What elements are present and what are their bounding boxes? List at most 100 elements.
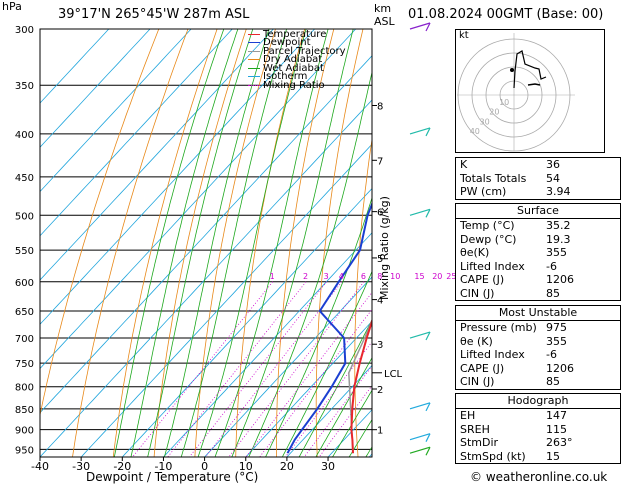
mixing-ratio-label: 15: [414, 272, 424, 281]
wet-adiabat: [113, 29, 225, 457]
legend: Temperature Dewpoint Parcel Trajectory Dry …: [248, 29, 346, 91]
isotherm-line: [204, 276, 372, 457]
pressure-tick-label: 900: [15, 426, 34, 437]
temperature-profile: [350, 318, 372, 454]
isotherm-line: [40, 29, 315, 325]
wet-adiabat: [147, 29, 254, 457]
indices-table: K 36 Totals Totals 54 PW (cm) 3.94: [455, 157, 621, 200]
row-value: 263°: [546, 436, 573, 449]
row-label: K: [460, 158, 468, 171]
dry-adiabat: [392, 29, 421, 457]
row-label: Lifted Index: [460, 348, 525, 361]
pressure-tick-label: 850: [15, 405, 34, 416]
row-label: Temp (°C): [460, 219, 515, 232]
row-value: 54: [546, 171, 560, 185]
mixing-ratio-label: 1: [270, 272, 275, 281]
surface-row: Dewp (°C) 19.3: [456, 233, 620, 247]
isotherm-line: [40, 29, 356, 370]
mixing-ratio-line: [132, 281, 274, 457]
mixing-ratio-label: 3: [324, 272, 329, 281]
km-tick-label: 2: [377, 385, 383, 396]
isotherm-line: [327, 409, 372, 457]
isotherm-line: [40, 29, 192, 193]
row-value: 85: [546, 286, 560, 300]
surface-row: CAPE (J) 1206: [456, 273, 620, 287]
most-unstable-row: CAPE (J) 1206: [456, 362, 620, 376]
wind-barb-icon: [409, 208, 431, 218]
dewpoint-profile: [286, 201, 372, 454]
temperature-tick-label: -40: [31, 460, 49, 473]
most-unstable-row: Pressure (mb) 975: [456, 321, 620, 335]
dry-adiabat: [315, 29, 364, 457]
legend-label: Parcel Trajectory: [263, 45, 346, 57]
km-tick-label: 6: [377, 208, 383, 219]
most-unstable-row: Lifted Index -6: [456, 348, 620, 362]
hodograph-ring-label: 20: [489, 108, 499, 117]
row-value: 355: [546, 246, 567, 259]
isotherm-line: [286, 364, 372, 457]
hodograph-ring-label: 10: [499, 98, 509, 107]
x-axis-label: Dewpoint / Temperature (°C): [86, 470, 259, 484]
mixing-ratio-line: [303, 365, 372, 457]
legend-label: Mixing Ratio: [263, 79, 325, 91]
row-value: 115: [546, 422, 567, 436]
wind-barb-icon: [409, 433, 431, 442]
hodograph-unit-label: kt: [459, 30, 469, 41]
wet-adiabat: [231, 29, 354, 457]
mixing-ratio-label: 4: [339, 272, 344, 281]
mixing-ratio-label: 10: [390, 272, 400, 281]
mixing-ratio-line: [167, 281, 307, 457]
wind-barb-icon: [409, 22, 431, 32]
dry-adiabat: [40, 29, 160, 417]
legend-item: Dry Adiabat: [248, 55, 346, 65]
dry-adiabat: [235, 29, 306, 457]
legend-item: Wet Adiabat: [248, 63, 346, 73]
row-label: CIN (J): [460, 375, 495, 388]
legend-swatch: [248, 76, 260, 78]
hodograph-ring-label: 40: [470, 127, 480, 136]
mixing-ratio-line: [285, 341, 372, 457]
surface-row: θe(K) 355: [456, 246, 620, 260]
most-unstable-row: CIN (J) 85: [456, 375, 620, 389]
row-label: Dewp (°C): [460, 232, 517, 246]
pressure-tick-label: 600: [15, 278, 34, 289]
legend-swatch: [248, 67, 260, 69]
row-label: EH: [460, 409, 476, 422]
date-title: 01.08.2024 00GMT (Base: 00): [408, 7, 604, 22]
surface-table: Surface Temp (°C) 35.2 Dewp (°C) 19.3 θe(K) 3…: [455, 203, 621, 301]
storm-motion-mark: [527, 83, 541, 86]
wet-adiabat: [265, 196, 372, 457]
pressure-tick-label: 650: [15, 307, 34, 318]
temperature-tick-label: -30: [72, 460, 90, 473]
legend-swatch: [248, 50, 260, 52]
row-label: Totals Totals: [460, 171, 527, 185]
row-value: 35.2: [546, 219, 571, 232]
legend-item: Mixing Ratio: [248, 79, 346, 91]
most-unstable-row: θe (K) 355: [456, 335, 620, 349]
row-value: 147: [546, 409, 567, 422]
km-tick-label: 8: [377, 101, 383, 112]
hodograph-table-row: SREH 115: [456, 423, 620, 437]
temperature-tick-label: 10: [239, 460, 253, 473]
legend-label: Isotherm: [263, 71, 308, 83]
row-label: CAPE (J): [460, 273, 505, 286]
pressure-tick-label: 400: [15, 130, 34, 141]
temperature-tick-label: -10: [154, 460, 172, 473]
location-title: 39°17'N 265°45'W 287m ASL: [58, 7, 250, 22]
hodograph-ring-label: 30: [480, 117, 490, 126]
indices-row: Totals Totals 54: [456, 172, 620, 186]
y-axis-right-label: Mixing Ratio (g/kg): [378, 196, 391, 300]
row-value: 3.94: [546, 185, 571, 198]
surface-title: Surface: [456, 204, 620, 219]
pressure-tick-label: 700: [15, 334, 34, 345]
most-unstable-table: Most Unstable Pressure (mb) 975 θe (K) 355 L…: [455, 305, 621, 390]
row-label: Lifted Index: [460, 259, 525, 273]
wet-adiabat: [315, 356, 372, 457]
row-value: 975: [546, 321, 567, 334]
mixing-ratio-label: 8: [377, 272, 382, 281]
parcel-trajectory: [348, 318, 372, 454]
legend-item: Dewpoint: [248, 38, 346, 48]
mixing-ratio-label: 6: [361, 272, 366, 281]
wet-adiabat: [180, 29, 287, 457]
